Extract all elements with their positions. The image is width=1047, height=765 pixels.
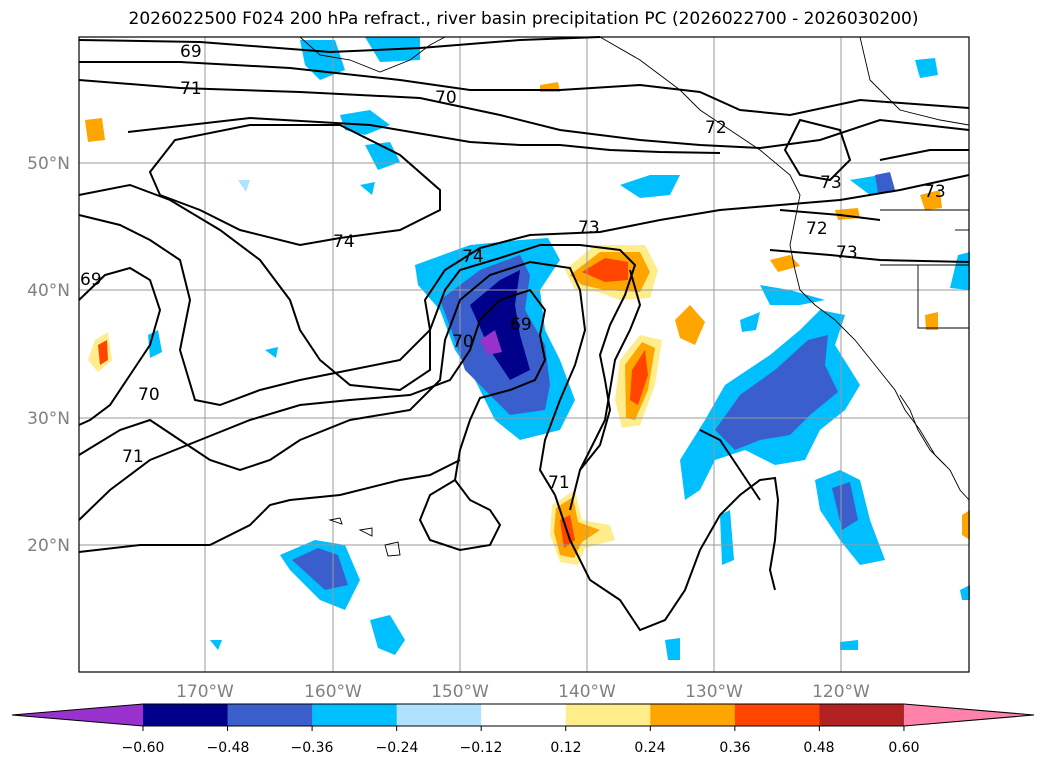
lat-label: 30°N (27, 409, 70, 429)
latitude-labels: 50°N 40°N 30°N 20°N (27, 154, 70, 556)
colorbar-tick: 0.60 (888, 740, 919, 756)
longitude-labels: 170°W 160°W 150°W 140°W 130°W 120°W (176, 682, 870, 702)
colorbar-tick: −0.12 (460, 740, 503, 756)
contour-label: 70 (138, 385, 160, 405)
contour-label: 69 (80, 270, 102, 290)
refractivity-contours (78, 36, 970, 632)
contour-label: 72 (806, 219, 828, 239)
contour-label: 70 (452, 332, 474, 352)
colorbar-tick: 0.48 (803, 740, 834, 756)
colorbar-tick: −0.60 (122, 740, 165, 756)
colorbar-tick-labels: −0.60 −0.48 −0.36 −0.24 −0.12 0.12 0.24 … (122, 740, 920, 756)
map-frame (78, 36, 970, 673)
contour-labels: 69 71 70 72 73 74 73 72 73 74 69 70 71 7… (80, 42, 946, 493)
colorbar-tick: −0.48 (207, 740, 250, 756)
lat-label: 20°N (27, 536, 70, 556)
contour-label: 74 (462, 247, 484, 267)
contour-label: 73 (820, 173, 842, 193)
colorbar-swatch (396, 704, 482, 726)
lon-label: 120°W (812, 682, 870, 702)
colorbar-tick: −0.24 (376, 740, 419, 756)
lat-label: 50°N (27, 154, 70, 174)
coastlines (299, 36, 970, 557)
lon-label: 130°W (685, 682, 743, 702)
colorbar (11, 703, 1035, 731)
map-title: 2026022500 F024 200 hPa refract., river … (128, 9, 919, 29)
colorbar-swatch (650, 704, 736, 726)
lat-label: 40°N (27, 281, 70, 301)
colorbar-swatch (734, 704, 820, 726)
colorbar-swatch (143, 704, 229, 726)
contour-label: 71 (122, 447, 144, 467)
colorbar-tick: 0.12 (550, 740, 581, 756)
colorbar-extend-min (12, 704, 143, 726)
contour-label: 74 (333, 232, 355, 252)
lon-label: 150°W (431, 682, 489, 702)
contour-label: 73 (578, 218, 600, 238)
colorbar-tick: 0.36 (719, 740, 750, 756)
contour-label: 73 (924, 182, 946, 202)
contour-label: 72 (705, 118, 727, 138)
colorbar-swatch (481, 704, 567, 726)
colorbar-swatch (227, 704, 313, 726)
colorbar-extend-max (903, 704, 1034, 726)
colorbar-swatch (312, 704, 398, 726)
lon-label: 160°W (304, 682, 362, 702)
colorbar-swatch (819, 704, 905, 726)
lon-label: 170°W (176, 682, 234, 702)
colorbar-swatch (565, 704, 651, 726)
colorbar-tick: −0.36 (291, 740, 334, 756)
graticule (79, 37, 969, 672)
contour-label: 69 (180, 42, 202, 62)
precipitation-shading (85, 37, 970, 660)
contour-label: 69 (510, 315, 532, 335)
colorbar-tick: 0.24 (634, 740, 665, 756)
lon-label: 140°W (558, 682, 616, 702)
contour-label: 71 (548, 473, 570, 493)
contour-label: 73 (836, 243, 858, 263)
contour-label: 71 (180, 79, 202, 99)
contour-label: 70 (435, 88, 457, 108)
